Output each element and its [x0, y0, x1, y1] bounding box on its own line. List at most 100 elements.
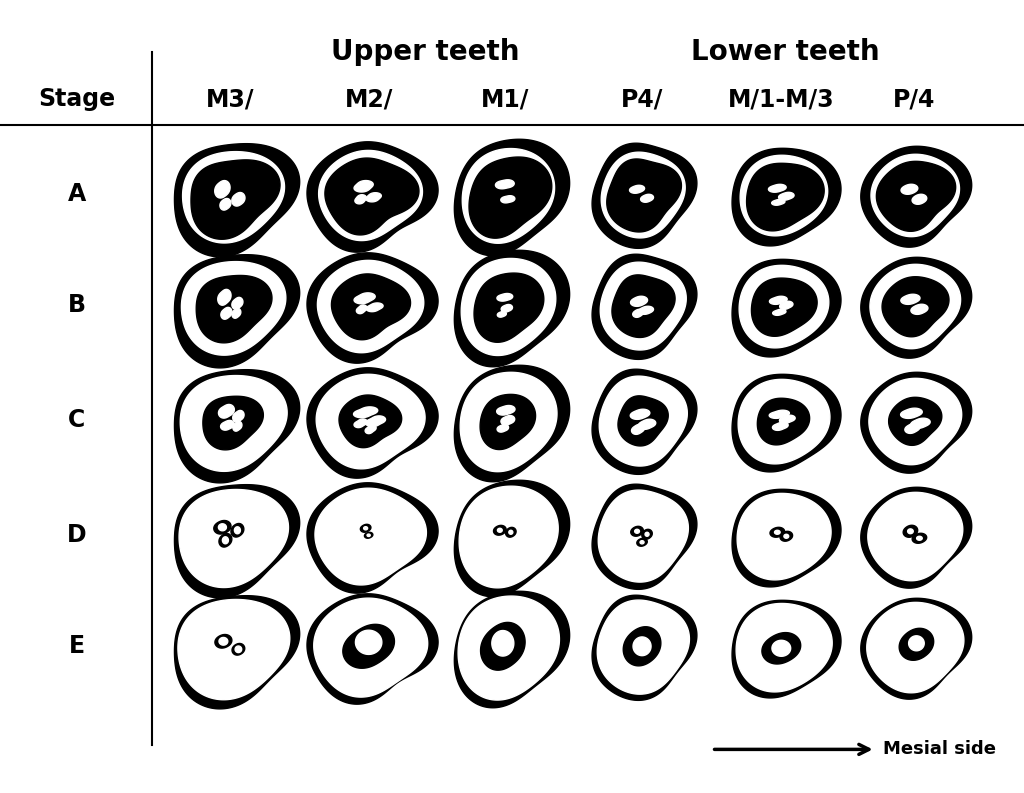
Polygon shape: [494, 526, 506, 535]
Polygon shape: [354, 419, 368, 427]
Polygon shape: [318, 151, 423, 240]
Polygon shape: [492, 630, 514, 656]
Polygon shape: [232, 411, 244, 422]
Polygon shape: [758, 398, 810, 445]
Polygon shape: [861, 257, 972, 358]
Text: Lower teeth: Lower teeth: [691, 37, 880, 66]
Polygon shape: [232, 308, 241, 318]
Polygon shape: [912, 533, 927, 543]
Polygon shape: [498, 528, 502, 532]
Polygon shape: [307, 253, 438, 363]
Polygon shape: [778, 193, 794, 201]
Polygon shape: [746, 163, 824, 231]
Polygon shape: [768, 184, 786, 192]
Polygon shape: [732, 600, 841, 698]
Polygon shape: [354, 293, 375, 304]
Polygon shape: [639, 306, 653, 314]
Polygon shape: [220, 420, 234, 430]
Polygon shape: [469, 157, 552, 238]
Polygon shape: [861, 598, 972, 699]
Polygon shape: [861, 146, 972, 247]
Polygon shape: [624, 626, 660, 666]
Polygon shape: [501, 305, 512, 312]
Polygon shape: [870, 264, 961, 349]
Polygon shape: [221, 308, 231, 320]
Text: A: A: [68, 182, 86, 206]
Text: P4/: P4/: [621, 87, 664, 111]
Polygon shape: [459, 486, 558, 588]
Polygon shape: [752, 278, 817, 336]
Polygon shape: [174, 485, 300, 598]
Polygon shape: [598, 490, 688, 582]
Polygon shape: [592, 370, 697, 474]
Polygon shape: [903, 525, 918, 538]
Polygon shape: [174, 144, 300, 257]
Text: B: B: [68, 293, 86, 317]
Polygon shape: [366, 416, 386, 427]
Polygon shape: [498, 312, 506, 317]
Polygon shape: [501, 196, 515, 203]
Polygon shape: [600, 262, 686, 350]
Polygon shape: [632, 424, 644, 435]
Polygon shape: [222, 537, 228, 544]
Polygon shape: [770, 527, 784, 537]
Polygon shape: [497, 424, 509, 432]
Polygon shape: [231, 193, 245, 206]
Polygon shape: [732, 259, 841, 357]
Polygon shape: [197, 275, 272, 343]
Polygon shape: [869, 378, 962, 465]
Polygon shape: [737, 493, 831, 580]
Polygon shape: [612, 275, 675, 338]
Polygon shape: [174, 255, 300, 368]
Polygon shape: [640, 541, 644, 544]
Polygon shape: [877, 161, 955, 232]
Polygon shape: [641, 194, 653, 202]
Polygon shape: [901, 184, 918, 194]
Polygon shape: [174, 370, 300, 483]
Polygon shape: [460, 372, 557, 472]
Polygon shape: [215, 634, 231, 648]
Polygon shape: [866, 603, 964, 693]
Polygon shape: [220, 198, 230, 210]
Polygon shape: [592, 485, 697, 589]
Polygon shape: [215, 181, 230, 198]
Polygon shape: [738, 379, 829, 464]
Polygon shape: [179, 489, 289, 588]
Polygon shape: [642, 529, 652, 539]
Polygon shape: [191, 160, 280, 239]
Polygon shape: [313, 598, 428, 697]
Polygon shape: [774, 531, 780, 534]
Polygon shape: [912, 194, 927, 205]
Polygon shape: [339, 395, 401, 448]
Polygon shape: [592, 255, 697, 359]
Polygon shape: [638, 419, 655, 429]
Polygon shape: [480, 623, 525, 670]
Text: D: D: [67, 523, 87, 547]
Polygon shape: [234, 527, 241, 534]
Polygon shape: [506, 527, 516, 537]
Polygon shape: [599, 376, 687, 466]
Polygon shape: [772, 640, 791, 657]
Polygon shape: [232, 421, 242, 431]
Text: Mesial side: Mesial side: [883, 741, 995, 758]
Text: M1/: M1/: [480, 87, 529, 111]
Polygon shape: [354, 181, 373, 192]
Polygon shape: [645, 532, 649, 536]
Polygon shape: [509, 531, 513, 534]
Polygon shape: [178, 600, 290, 699]
Polygon shape: [635, 529, 639, 533]
Polygon shape: [497, 405, 515, 415]
Polygon shape: [355, 630, 382, 654]
Polygon shape: [630, 186, 644, 193]
Polygon shape: [218, 404, 234, 418]
Polygon shape: [219, 638, 227, 646]
Polygon shape: [617, 396, 669, 446]
Polygon shape: [231, 523, 244, 537]
Polygon shape: [360, 524, 371, 532]
Polygon shape: [911, 305, 928, 314]
Polygon shape: [366, 193, 381, 202]
Polygon shape: [214, 520, 231, 534]
Polygon shape: [307, 368, 438, 478]
Polygon shape: [899, 628, 934, 661]
Polygon shape: [180, 376, 287, 471]
